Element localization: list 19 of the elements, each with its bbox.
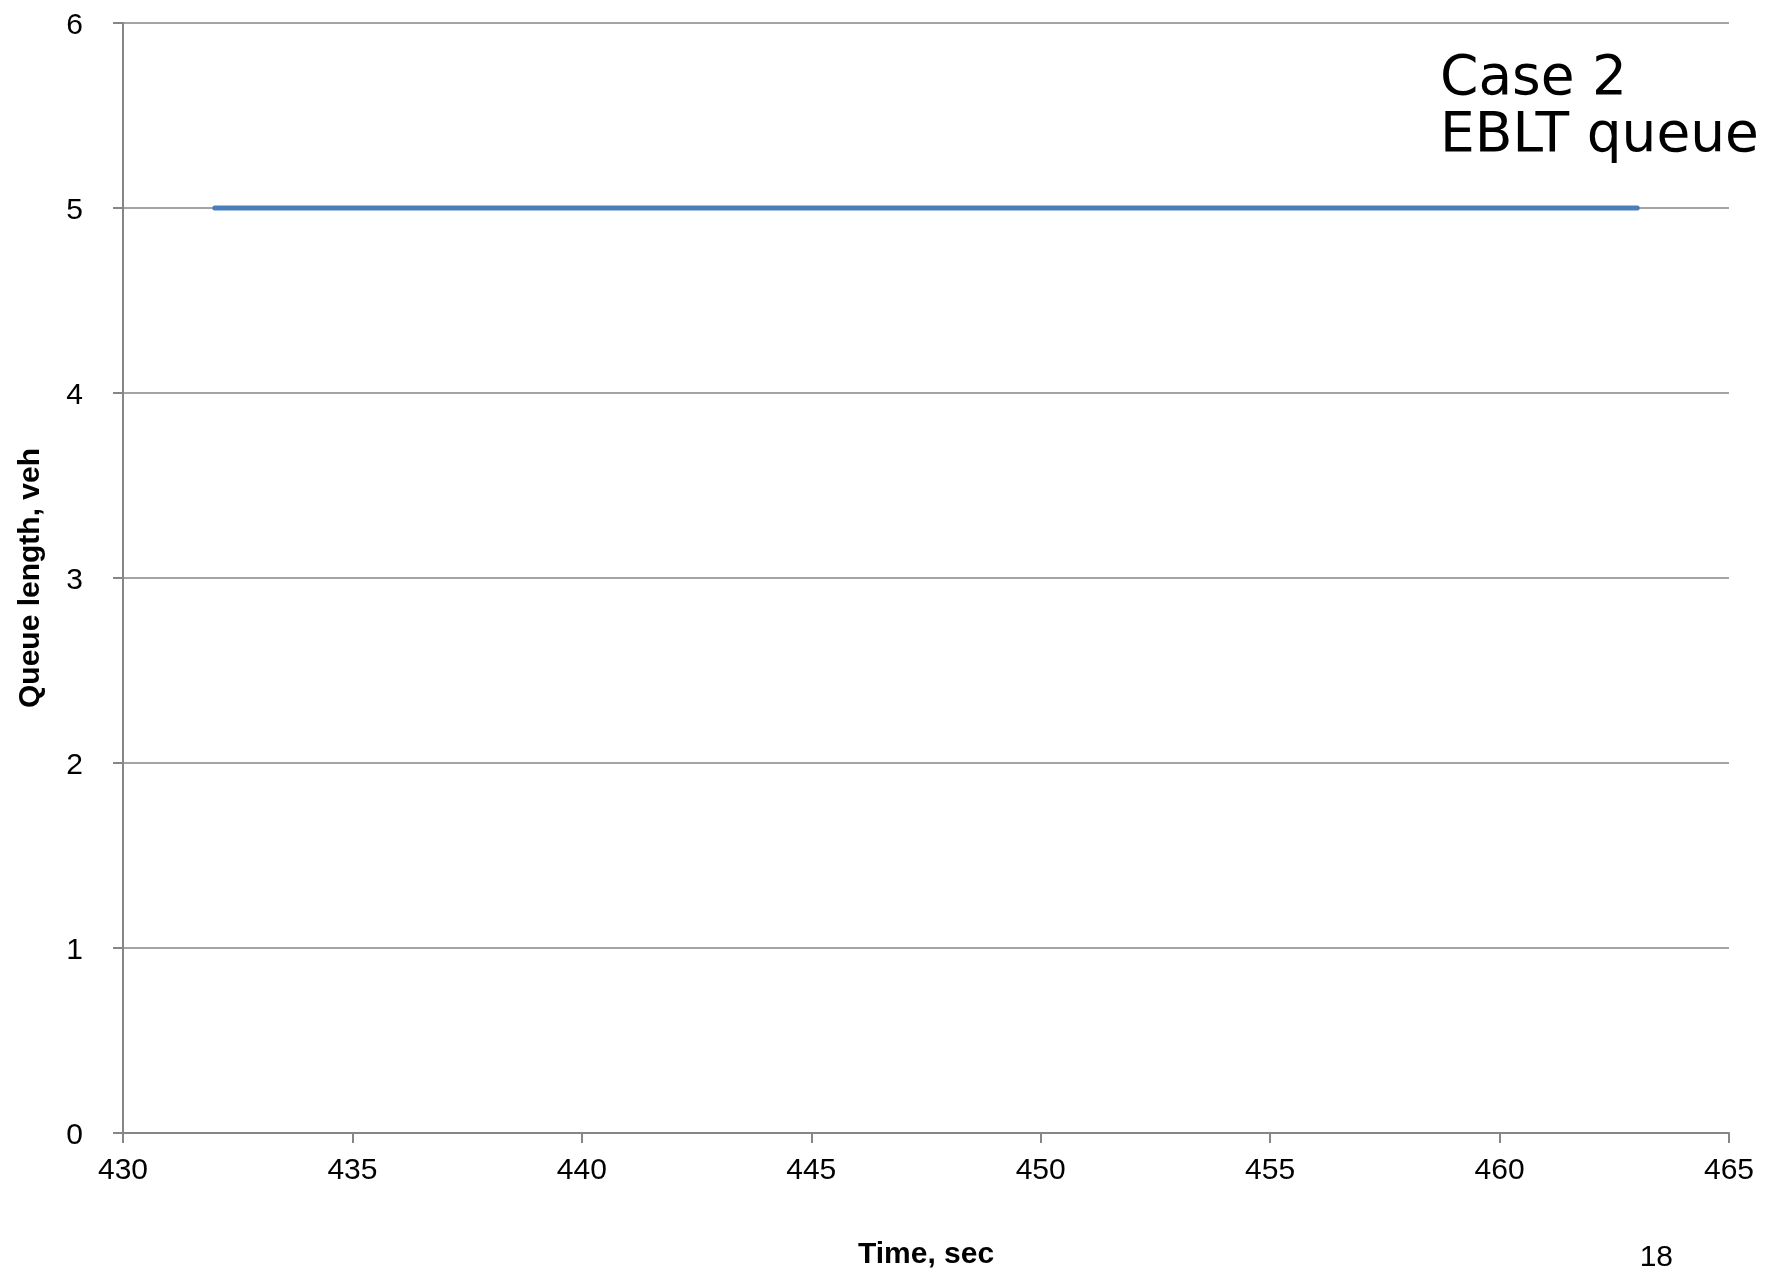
- y-tick-label: 4: [66, 376, 83, 410]
- text: 18: [1639, 1238, 1674, 1272]
- x-axis-title: Time, sec: [857, 1235, 995, 1269]
- x-tick-label: 455: [1245, 1151, 1296, 1185]
- x-tick-label: 440: [556, 1151, 607, 1185]
- text: Case 2 EBLT queue: [1440, 42, 1759, 164]
- y-tick-label: 1: [66, 931, 83, 965]
- y-tick-label: 3: [66, 561, 83, 595]
- y-axis-title: Queue length, veh: [11, 447, 45, 709]
- x-tick-label: 445: [786, 1151, 837, 1185]
- y-tick-label: 0: [66, 1116, 83, 1150]
- x-tick-label: 450: [1015, 1151, 1066, 1185]
- y-tick-label: 6: [66, 6, 83, 40]
- y-tick-label: 2: [66, 746, 83, 780]
- y-tick-label: 5: [66, 191, 83, 225]
- x-tick-label: 430: [97, 1151, 149, 1185]
- x-tick-label: 460: [1474, 1151, 1525, 1185]
- x-tick-label: 465: [1703, 1151, 1755, 1185]
- x-tick-label: 435: [327, 1151, 378, 1185]
